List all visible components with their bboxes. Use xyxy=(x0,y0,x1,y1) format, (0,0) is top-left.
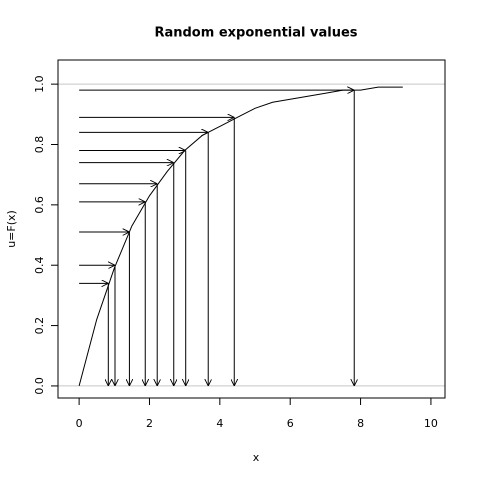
plot-frame xyxy=(57,59,446,399)
y-tick-label: 0.2 xyxy=(33,317,46,335)
x-tick-label: 6 xyxy=(287,417,294,430)
y-tick-label: 0.0 xyxy=(33,377,46,395)
curve xyxy=(78,86,403,387)
y-tick-label: 0.8 xyxy=(33,136,46,154)
x-tick-label: 8 xyxy=(357,417,364,430)
x-tick-label: 2 xyxy=(146,417,153,430)
x-tick-label: 0 xyxy=(76,417,83,430)
x-axis-label: x xyxy=(253,451,260,464)
y-tick-label: 1.0 xyxy=(33,75,46,93)
y-tick-label: 0.4 xyxy=(33,256,46,274)
x-tick-label: 10 xyxy=(424,417,438,430)
y-axis-label: u=F(x) xyxy=(5,210,18,248)
y-tick-label: 0.6 xyxy=(33,196,46,214)
chart-title: Random exponential values xyxy=(154,26,357,41)
x-tick-label: 4 xyxy=(216,417,223,430)
